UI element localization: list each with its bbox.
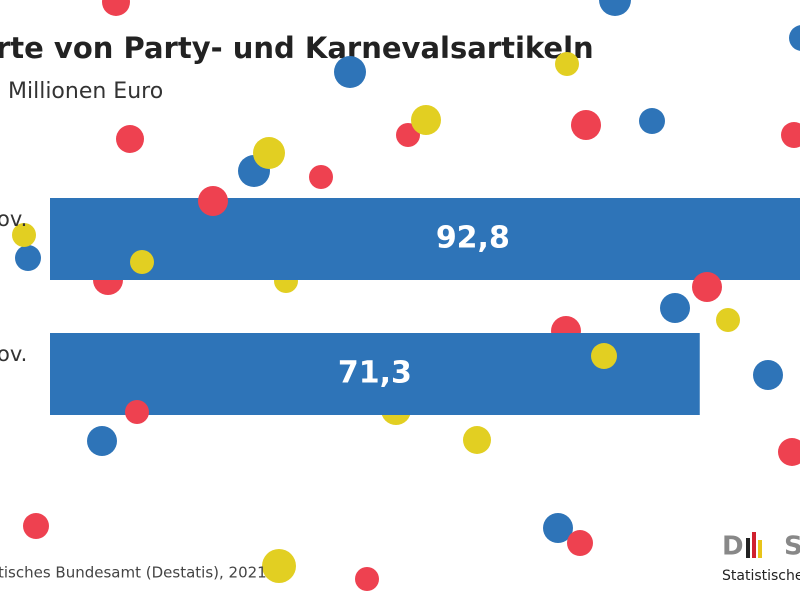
confetti-dot: [789, 25, 800, 51]
confetti-dot: [571, 110, 601, 140]
confetti-dot: [753, 360, 783, 390]
bar: [50, 333, 700, 415]
confetti-dot: [102, 0, 130, 16]
confetti-dot: [12, 223, 36, 247]
confetti-dot: [198, 186, 228, 216]
logo-bar: [752, 532, 756, 558]
logo-bar: [758, 540, 762, 558]
confetti-dot: [543, 513, 573, 543]
logo-mark: D: [722, 532, 744, 562]
confetti-dot: [125, 400, 149, 424]
confetti-dot: [309, 165, 333, 189]
chart-subtitle: Millionen Euro: [8, 79, 163, 104]
source: tisches Bundesamt (Destatis), 2021: [0, 564, 267, 582]
category-label: ov.: [0, 207, 27, 231]
confetti-dot: [116, 125, 144, 153]
confetti-dot: [781, 122, 800, 148]
confetti-dot: [15, 245, 41, 271]
logo-text: Statistische: [722, 568, 800, 584]
confetti-dot: [334, 56, 366, 88]
confetti: [12, 0, 800, 591]
confetti-dot: [130, 250, 154, 274]
confetti-dot: [692, 272, 722, 302]
confetti-dot: [253, 137, 285, 169]
confetti-dot: [555, 52, 579, 76]
logo-mark: S: [784, 532, 800, 562]
confetti-dot: [660, 293, 690, 323]
category-label: ov.: [0, 342, 27, 366]
confetti-dot: [591, 343, 617, 369]
value-label: 92,8: [436, 221, 510, 256]
bars: [50, 198, 800, 415]
confetti-dot: [599, 0, 631, 16]
confetti-dot: [639, 108, 665, 134]
confetti-dot: [355, 567, 379, 591]
confetti-dot: [463, 426, 491, 454]
value-label: 71,3: [338, 356, 412, 391]
chart-title: rte von Party- und Karnevalsartikeln: [0, 31, 594, 65]
confetti-dot: [262, 549, 296, 583]
confetti-dot: [567, 530, 593, 556]
bar: [50, 198, 800, 280]
logo: D S Statistische: [722, 532, 800, 585]
logo-bar: [746, 538, 750, 558]
confetti-dot: [23, 513, 49, 539]
confetti-dot: [411, 105, 441, 135]
confetti-dot: [716, 308, 740, 332]
confetti-dot: [778, 438, 800, 466]
confetti-dot: [87, 426, 117, 456]
